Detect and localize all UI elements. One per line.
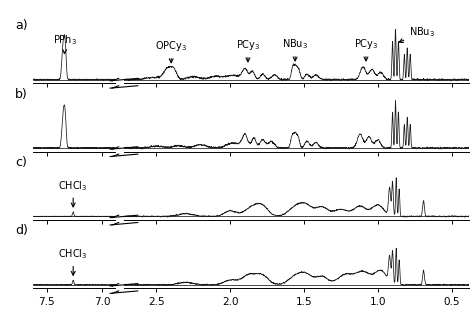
Text: NBu$_3$: NBu$_3$ [282,37,308,61]
Text: PPh$_3$: PPh$_3$ [53,33,77,54]
Text: NBu$_3$: NBu$_3$ [399,25,435,42]
Text: OPCy$_3$: OPCy$_3$ [155,39,187,63]
Text: d): d) [15,224,28,237]
Text: CHCl$_3$: CHCl$_3$ [58,247,88,275]
Text: PCy$_3$: PCy$_3$ [236,38,260,62]
Text: b): b) [15,87,28,100]
Text: CHCl$_3$: CHCl$_3$ [58,179,88,207]
Text: PCy$_3$: PCy$_3$ [354,37,378,61]
Text: c): c) [15,156,27,169]
Text: a): a) [15,19,27,32]
